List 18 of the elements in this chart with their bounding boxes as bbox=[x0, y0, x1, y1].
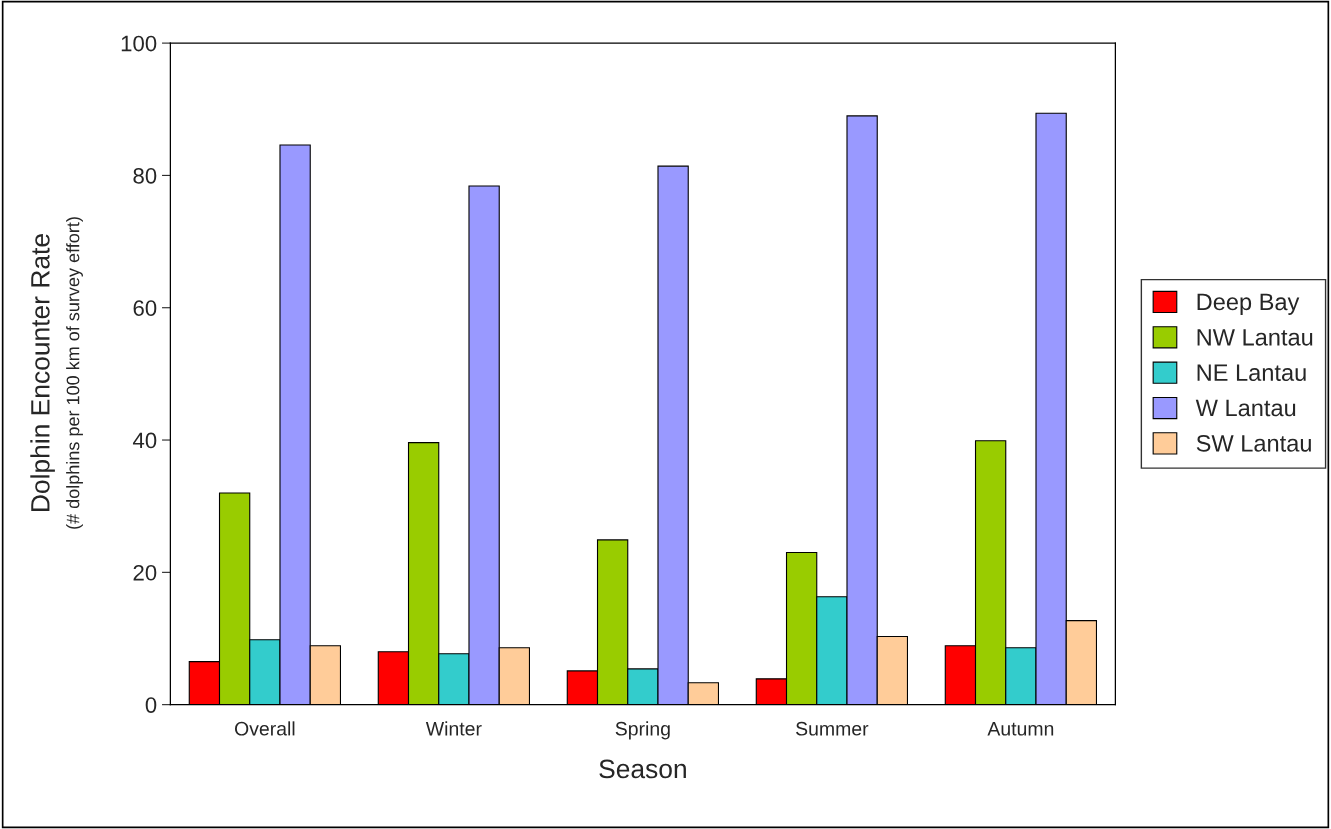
legend-label: W Lantau bbox=[1195, 399, 1296, 417]
legend-label: NW Lantau bbox=[1197, 329, 1313, 346]
legend-label: NE Lantau bbox=[1197, 364, 1306, 381]
x-tick-label: Spring bbox=[615, 721, 670, 740]
legend-label: Deep Bay bbox=[1197, 293, 1300, 315]
x-tick-label: Summer bbox=[796, 721, 869, 736]
y-tick-label: 80 bbox=[133, 167, 157, 184]
y-tick-label: 0 bbox=[145, 697, 157, 713]
x-axis-title: Season bbox=[599, 759, 686, 779]
y-tick-label: 60 bbox=[133, 300, 157, 316]
y-tick-label: 20 bbox=[133, 564, 157, 581]
x-tick-label: Autumn bbox=[987, 722, 1054, 736]
y-tick-label: 40 bbox=[132, 432, 157, 449]
y-tick-label: 100 bbox=[121, 35, 157, 52]
x-tick-label: Overall bbox=[235, 721, 295, 736]
x-tick-label: Winter bbox=[425, 721, 482, 736]
y-axis-title: Dolphin Encounter Rate (# dolphins per 100 km of survey effort) bbox=[30, 217, 83, 529]
legend-label: SW Lantau bbox=[1196, 434, 1311, 452]
